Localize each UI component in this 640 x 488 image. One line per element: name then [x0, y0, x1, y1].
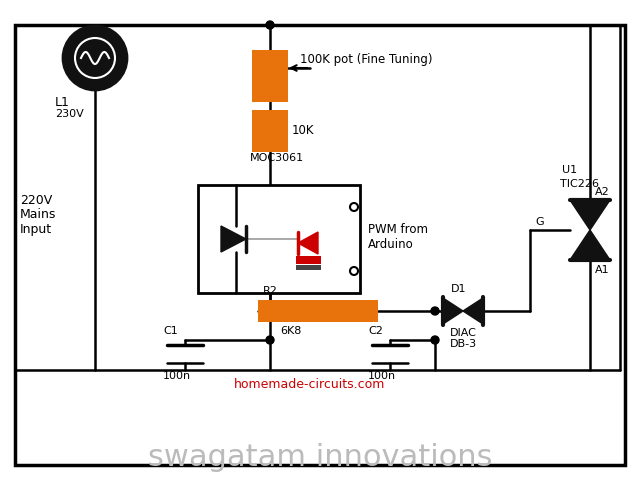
- Text: U1: U1: [562, 165, 577, 175]
- Text: swagatam innovations: swagatam innovations: [148, 444, 492, 472]
- Circle shape: [63, 26, 127, 90]
- Text: DIAC: DIAC: [449, 328, 476, 338]
- Circle shape: [431, 336, 439, 344]
- Text: C1: C1: [163, 326, 178, 336]
- Text: 100n: 100n: [368, 371, 396, 381]
- Text: PWM from
Arduino: PWM from Arduino: [368, 223, 428, 251]
- Polygon shape: [570, 200, 610, 230]
- Circle shape: [350, 267, 358, 275]
- Text: 230V: 230V: [55, 109, 84, 119]
- Polygon shape: [298, 232, 318, 254]
- Polygon shape: [570, 230, 610, 260]
- Text: A1: A1: [595, 265, 610, 275]
- Bar: [258, 300, 378, 322]
- Bar: [252, 50, 288, 102]
- Circle shape: [266, 21, 274, 29]
- Bar: [296, 256, 321, 264]
- Bar: [198, 185, 360, 293]
- Text: L1: L1: [55, 96, 70, 108]
- Text: TIC226: TIC226: [560, 179, 599, 189]
- Text: G: G: [535, 217, 543, 227]
- Circle shape: [350, 203, 358, 211]
- Circle shape: [266, 336, 274, 344]
- Text: C2: C2: [368, 326, 383, 336]
- Text: homemade-circuits.com: homemade-circuits.com: [234, 379, 386, 391]
- Text: A2: A2: [595, 187, 610, 197]
- Text: 100n: 100n: [163, 371, 191, 381]
- Bar: [252, 110, 288, 152]
- Circle shape: [75, 38, 115, 78]
- Text: D1: D1: [451, 284, 467, 294]
- Polygon shape: [463, 298, 483, 324]
- Text: 220V
Mains
Input: 220V Mains Input: [20, 194, 56, 237]
- Text: 6K8: 6K8: [280, 326, 301, 336]
- Bar: [296, 265, 321, 270]
- Circle shape: [431, 307, 439, 315]
- Text: R2: R2: [263, 286, 278, 296]
- Polygon shape: [443, 298, 463, 324]
- Polygon shape: [221, 226, 246, 252]
- Text: DB-3: DB-3: [449, 339, 477, 349]
- Text: 100K pot (Fine Tuning): 100K pot (Fine Tuning): [300, 54, 433, 66]
- Text: MOC3061: MOC3061: [250, 153, 304, 163]
- Text: 10K: 10K: [292, 124, 314, 138]
